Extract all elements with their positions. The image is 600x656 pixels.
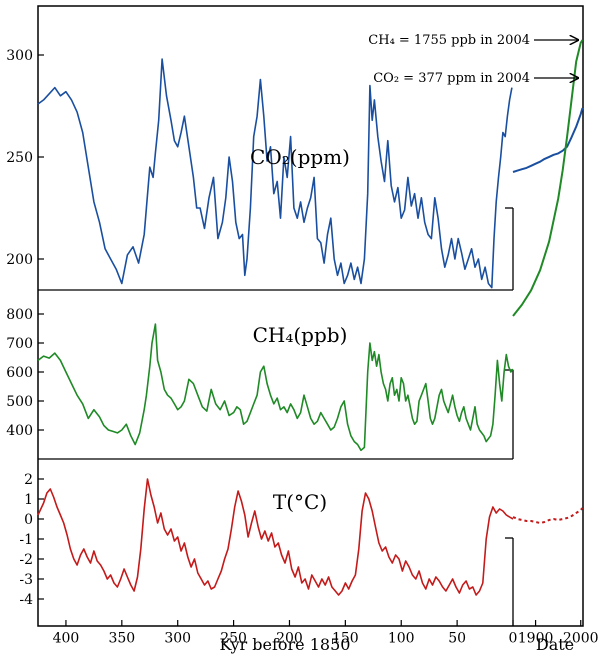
x-axis: 400 350 300 250 200 150 100 50 0 1900 2000 — [53, 620, 599, 647]
x-tick-label-kyr: 250 — [220, 631, 247, 647]
ch4-y-tick-label: 800 — [6, 307, 33, 323]
temp-y-tick-label: 1 — [24, 492, 33, 508]
x-axis-title-date: Date — [536, 635, 574, 654]
co2-y-tick-label: 250 — [6, 150, 33, 166]
ch4-y-tick-label: 700 — [6, 336, 33, 352]
temp-y-tick-label: -2 — [19, 552, 33, 568]
data-series — [37, 39, 584, 596]
panel-labels: CO₂(ppm) CH₄(ppb) T(°C) — [250, 145, 350, 514]
x-tick-label-kyr: 200 — [276, 631, 303, 647]
temp-panel-label: T(°C) — [273, 490, 327, 514]
y-axes: 200250300350400400500600700800-4-3-2-101… — [6, 48, 44, 608]
ch4-modern-line — [512, 39, 584, 317]
ch4-paleo-line — [37, 323, 514, 452]
temp-y-tick-label: -4 — [19, 592, 33, 608]
outer-frame — [37, 5, 584, 627]
temp-y-tick-label: 0 — [24, 512, 33, 528]
temp-y-tick-label: -3 — [19, 572, 33, 588]
x-tick-label-kyr: 400 — [53, 631, 80, 647]
x-tick-label-date: 2000 — [563, 631, 599, 647]
co2-paleo-line — [37, 58, 513, 289]
x-tick-label-kyr: 0 — [509, 631, 518, 647]
co2-modern-line — [512, 107, 584, 173]
temp-modern-line — [512, 507, 584, 524]
ch4-panel-label: CH₄(ppb) — [253, 323, 348, 347]
annotation-ch4-2004: CH₄ = 1755 ppb in 2004 — [368, 33, 530, 48]
temp-y-tick-label: 2 — [24, 472, 33, 488]
x-axis-title-kyr: Kyr before 1850 — [220, 635, 351, 654]
co2-y-tick-label: 300 — [6, 48, 33, 64]
temp-paleo-line — [37, 478, 514, 596]
ch4-y-tick-label: 400 — [6, 423, 33, 439]
x-tick-label-kyr: 50 — [448, 631, 466, 647]
annotations: CH₄ = 1755 ppb in 2004 CO₂ = 377 ppm in … — [368, 33, 578, 86]
ch4-y-tick-label: 500 — [6, 394, 33, 410]
annotation-co2-2004: CO₂ = 377 ppm in 2004 — [373, 71, 530, 86]
co2-panel-label: CO₂(ppm) — [250, 145, 350, 169]
co2-y-tick-label: 200 — [6, 252, 33, 268]
x-tick-label-kyr: 350 — [108, 631, 135, 647]
x-tick-label-date: 1900 — [518, 631, 554, 647]
x-axis-titles: Kyr before 1850 Date — [220, 635, 575, 654]
x-tick-label-kyr: 150 — [332, 631, 359, 647]
ch4-y-tick-label: 600 — [6, 365, 33, 381]
x-tick-label-kyr: 300 — [164, 631, 191, 647]
temp-y-tick-label: -1 — [19, 532, 33, 548]
x-tick-label-kyr: 100 — [388, 631, 415, 647]
